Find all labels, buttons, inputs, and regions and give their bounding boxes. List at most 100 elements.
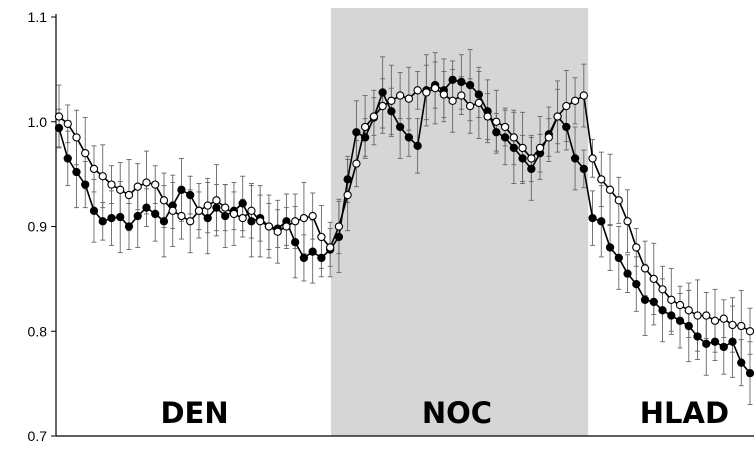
data-point-filled (238, 199, 247, 208)
data-point-filled (107, 213, 116, 223)
data-point-open (457, 91, 466, 100)
region-labels: DEN NOC HLAD (160, 396, 729, 430)
data-point-filled (378, 88, 387, 97)
data-point-open (640, 264, 650, 273)
data-point-filled (579, 164, 588, 174)
data-point-open (448, 96, 457, 105)
data-point-open (413, 86, 422, 95)
data-point-filled (597, 217, 606, 226)
data-point-open (247, 206, 256, 215)
data-point-open (500, 122, 510, 132)
data-point-filled (527, 164, 536, 174)
data-point-open (562, 101, 571, 111)
data-point-filled (54, 123, 64, 133)
data-point-open (360, 122, 370, 132)
data-point-open (737, 321, 746, 331)
data-point-open (107, 180, 116, 189)
data-point-open (63, 119, 72, 128)
data-point-open (658, 285, 667, 294)
data-point-open (675, 300, 685, 310)
data-point-open (527, 154, 536, 163)
data-point-filled (63, 154, 72, 163)
data-point-filled (588, 213, 597, 223)
data-point-filled (474, 90, 483, 99)
data-point-filled (509, 143, 518, 153)
data-point-filled (448, 75, 457, 84)
data-point-filled (177, 185, 186, 194)
data-point-open (299, 213, 309, 223)
data-point-filled (247, 217, 256, 226)
data-point-filled (203, 213, 212, 223)
data-point-filled (745, 369, 754, 378)
data-point-filled (658, 306, 667, 315)
data-point-filled (465, 80, 475, 90)
data-point-filled (159, 217, 169, 226)
data-point-filled (186, 190, 195, 200)
data-point-open (273, 227, 282, 236)
data-point-filled (728, 337, 737, 346)
data-point-filled (395, 122, 405, 132)
series-layer (54, 75, 754, 378)
data-point-filled (719, 342, 728, 352)
data-point-filled (605, 243, 615, 252)
data-point-open (702, 311, 711, 320)
y-tick-label: 0.9 (28, 219, 48, 235)
shaded-region-layer (331, 8, 589, 436)
data-point-filled (675, 316, 685, 325)
data-point-open (212, 196, 221, 205)
data-point-open (177, 211, 186, 221)
data-point-open (649, 274, 658, 284)
data-point-filled (570, 154, 580, 163)
data-point-filled (737, 358, 746, 367)
data-point-open (719, 314, 728, 323)
data-point-open (334, 222, 344, 231)
axes: 0.7 0.8 0.9 1.0 1.1 (28, 9, 754, 444)
data-point-filled (649, 297, 658, 307)
data-point-open (614, 196, 623, 205)
data-point-open (81, 149, 90, 158)
y-tick-label: 0.7 (28, 428, 48, 444)
data-point-filled (81, 180, 90, 189)
data-point-open (728, 320, 737, 330)
data-point-open (623, 217, 632, 226)
data-point-filled (89, 206, 99, 215)
data-point-filled (343, 175, 352, 184)
data-point-filled (413, 141, 422, 150)
data-point-open (605, 185, 615, 194)
data-point-open (395, 91, 405, 100)
data-point-open (535, 143, 545, 153)
data-point-filled (623, 269, 632, 278)
data-point-open (509, 133, 518, 142)
data-point-open (89, 164, 99, 174)
data-point-open (544, 133, 553, 142)
data-point-open (369, 112, 379, 121)
data-point-filled (404, 133, 414, 142)
data-point-open (378, 101, 387, 111)
data-point-open (667, 295, 676, 304)
data-point-open (221, 203, 230, 212)
data-point-open (133, 182, 142, 191)
data-point-open (439, 90, 449, 99)
region-label-hlad: HLAD (640, 396, 729, 430)
data-point-filled (142, 203, 151, 212)
data-point-open (282, 222, 291, 231)
data-point-open (72, 133, 81, 142)
data-point-filled (614, 253, 623, 263)
data-point-filled (116, 212, 125, 222)
data-point-open (597, 175, 606, 184)
data-point-filled (72, 167, 81, 177)
region-label-den: DEN (160, 396, 228, 430)
y-tick-label: 0.8 (28, 323, 48, 339)
data-point-filled (387, 107, 396, 116)
data-point-open (343, 190, 352, 200)
data-point-open (430, 84, 440, 93)
data-point-filled (352, 128, 361, 137)
data-point-filled (492, 128, 501, 137)
data-point-filled (667, 311, 676, 320)
shaded-region (331, 8, 589, 436)
data-point-open (203, 201, 212, 210)
data-point-filled (212, 203, 221, 212)
data-point-open (588, 154, 597, 163)
data-point-open (291, 217, 300, 226)
data-point-filled (693, 332, 702, 341)
